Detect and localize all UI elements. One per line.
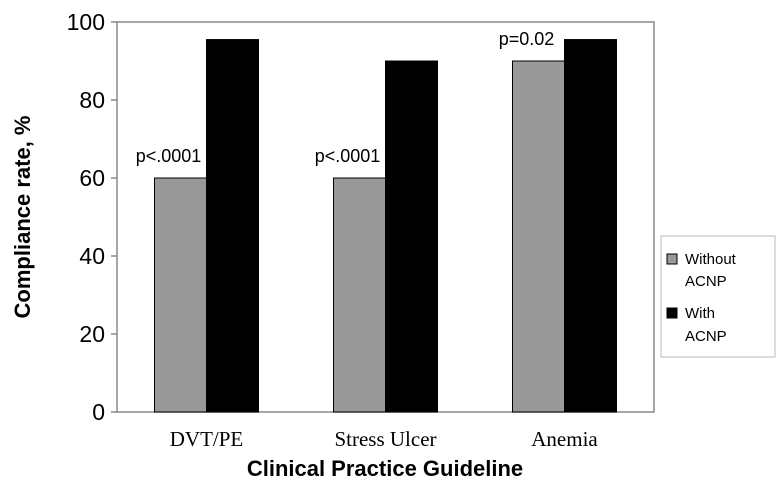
legend: Without ACNP With ACNP: [660, 235, 776, 358]
legend-label-with-line2: ACNP: [685, 328, 727, 345]
y-tick-label: 60: [79, 165, 105, 191]
y-axis: 0 20 40 60 80 100: [67, 9, 117, 425]
category-label: Stress Ulcer: [334, 427, 436, 451]
bar-with-1: [385, 60, 438, 413]
bar-without-0: [154, 177, 207, 413]
p-value-annotation: p<.0001: [136, 146, 202, 166]
bars: [154, 39, 617, 413]
bar-without-2: [512, 60, 565, 413]
annotations: p<.0001 p<.0001 p=0.02: [136, 29, 555, 166]
category-label: DVT/PE: [170, 427, 244, 451]
legend-swatch-with: [666, 307, 678, 319]
bar-with-0: [206, 39, 259, 413]
x-axis: DVT/PE Stress Ulcer Anemia: [170, 427, 599, 451]
legend-swatch-without: [666, 253, 678, 265]
legend-label-with-line1: With: [685, 305, 715, 322]
legend-label-without-line2: ACNP: [685, 273, 727, 290]
p-value-annotation: p=0.02: [499, 29, 555, 49]
y-tick-label: 80: [79, 87, 105, 113]
legend-label-without-line1: Without: [685, 251, 737, 268]
y-axis-title: Compliance rate, %: [10, 116, 35, 319]
y-tick-label: 40: [79, 243, 105, 269]
y-tick-label: 20: [79, 321, 105, 347]
y-tick-label: 100: [67, 9, 105, 35]
bar-without-1: [333, 177, 386, 413]
category-label: Anemia: [531, 427, 598, 451]
legend-frame: [660, 235, 776, 358]
bar-with-2: [564, 39, 617, 413]
p-value-annotation: p<.0001: [315, 146, 381, 166]
y-tick-label: 0: [92, 399, 105, 425]
x-axis-title: Clinical Practice Guideline: [247, 456, 523, 481]
